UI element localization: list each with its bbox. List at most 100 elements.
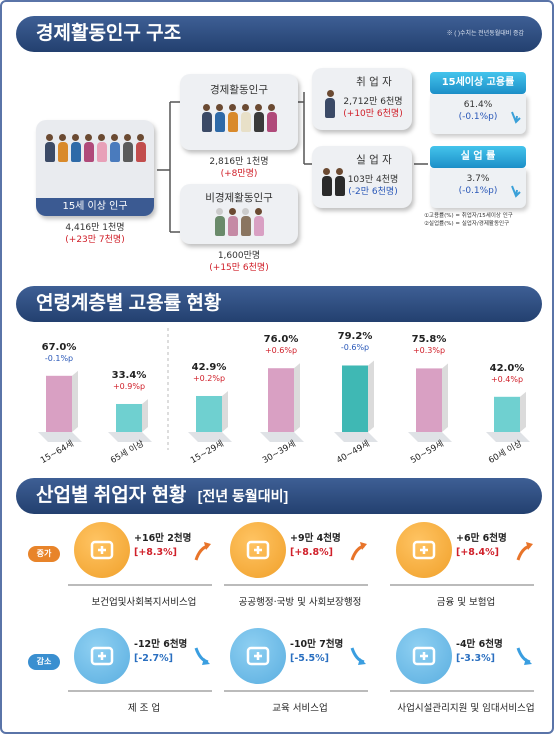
non-active-label: 비경제활동인구: [205, 192, 273, 204]
industry-divider: [390, 584, 534, 586]
bar-50~59세: [416, 368, 442, 432]
up-arrow-icon: [516, 540, 536, 566]
section-title: 연령계층별 고용률 현황: [36, 293, 222, 314]
bar-side: [368, 360, 374, 432]
bar-65세 이상: [116, 403, 142, 432]
medical-icon: [74, 522, 130, 578]
bar-15~29세: [196, 395, 222, 432]
industry-name: 금융 및 보험업: [436, 597, 496, 608]
bar-60세 이상: [494, 396, 520, 432]
unemployment-rate-value: 3.7%: [466, 174, 490, 184]
industry-change-value: -10만 7천명 [-5.5%]: [290, 638, 343, 666]
bar-value: 79.2%: [337, 331, 373, 343]
bar-30~39세: [268, 368, 294, 432]
econ-active-value: 2,816만 1천명 (+8만명): [209, 157, 269, 179]
unemployment-rate-box: 실 업 률 3.7% (-0.1%p): [430, 146, 526, 208]
industry-name: 교육 서비스업: [272, 703, 328, 714]
bar-value-label: 67.0% -0.1%p: [32, 342, 86, 364]
bar-15~64세: [46, 375, 72, 432]
bar-40~49세: [342, 365, 368, 432]
industry-change-count: +9만 4천명: [290, 533, 341, 544]
industry-name: 보건업및사회복지서비스업: [91, 597, 197, 608]
bar-base: [260, 432, 304, 442]
age-employment-chart: [38, 328, 530, 450]
bar-value: 33.4%: [111, 369, 147, 381]
industry-change-pct: [-3.3%]: [456, 653, 495, 664]
bar-side: [222, 390, 228, 432]
non-active-value: 1,600만명 (+15만 6천명): [209, 251, 269, 273]
age-chart-labels: 67.0% -0.1%p 15~64세 33.4% +0.9%p 65세 이상 42.9% +…: [16, 324, 542, 466]
bar-change: -0.1%p: [44, 353, 74, 363]
bar-side: [294, 363, 300, 432]
industry-divider: [224, 690, 368, 692]
unemployed-person-icon: [318, 168, 348, 196]
bar-category-label: 40~49세: [335, 439, 372, 466]
industry-change-value: +16만 2천명 [+8.3%]: [134, 532, 191, 560]
bar-value-label: 42.0% +0.4%p: [480, 363, 534, 385]
bar-top: [116, 398, 148, 404]
employment-rate-change: (-0.1%p): [458, 112, 498, 122]
bar-top: [494, 391, 526, 397]
bar-category-label: 15~29세: [189, 439, 226, 466]
workers-icon: [186, 104, 292, 132]
industry-change-value: +9만 4천명 [+8.8%]: [290, 532, 341, 560]
section-subtitle: [전년 동월대비]: [197, 488, 289, 504]
structure-connectors: [157, 92, 428, 233]
bar-value: 76.0%: [263, 334, 299, 346]
bar-side: [442, 363, 448, 432]
industry-change-pct: [+8.3%]: [134, 547, 177, 558]
industry-divider: [68, 690, 212, 692]
industry-divider: [68, 584, 212, 586]
industry-change-count: +6만 6천명: [456, 533, 507, 544]
unemployed-label: 실 업 자: [356, 154, 392, 166]
population-15plus-value: 4,416만 1천명 (+23만 7천명): [65, 223, 125, 245]
finance-icon: [396, 522, 452, 578]
bar-base: [486, 432, 530, 442]
industry-change-count: +16만 2천명: [134, 533, 192, 544]
industry-divider: [390, 690, 534, 692]
bar-base: [108, 432, 152, 442]
bar-base: [188, 432, 232, 442]
employment-rate-label: 15세이상 고용률: [430, 72, 526, 94]
unemployed-card: 실 업 자 103만 4천명 (-2만 6천명): [312, 146, 412, 208]
bar-top: [416, 363, 448, 369]
employed-value: 2,712만 6천명 (+10만 6천명): [343, 97, 403, 119]
bar-value: 42.0%: [489, 362, 525, 374]
bar-category-label: 50~59세: [409, 439, 446, 466]
bar-change: +0.2%p: [192, 373, 226, 383]
industry-change-value: +6만 6천명 [+8.4%]: [456, 532, 507, 560]
employed-card: 취 업 자 2,712만 6천명 (+10만 6천명): [312, 68, 412, 130]
industry-change-count: -12만 6천명: [134, 639, 188, 650]
unemployment-rate-change: (-0.1%p): [458, 186, 498, 196]
industry-change-pct: [-2.7%]: [134, 653, 173, 664]
bar-category-label: 15~64세: [39, 439, 76, 466]
industry-name: 제 조 업: [127, 703, 161, 714]
bar-top: [196, 390, 228, 396]
employment-rate-box: 15세이상 고용률 61.4% (-0.1%p): [430, 72, 526, 134]
industry-name: 공공행정·국방 및 사회보장행정: [238, 597, 362, 608]
industry-change-pct: [+8.8%]: [290, 547, 333, 558]
down-arrow-icon: [511, 111, 521, 124]
industry-change-count: -4만 6천명: [456, 639, 503, 650]
bar-value: 42.9%: [191, 361, 227, 373]
section-economic-structure-header: 경제활동인구 구조 ※ ( )수치는 전년동월대비 증감: [16, 16, 542, 52]
industry-change-pct: [+8.4%]: [456, 547, 499, 558]
employed-person-icon: [318, 90, 342, 118]
up-arrow-icon: [350, 540, 370, 566]
employment-rate-value: 61.4%: [463, 100, 493, 110]
section-title: 산업별 취업자 현황: [36, 485, 187, 506]
facility-icon: [396, 628, 452, 684]
bar-change: +0.6%p: [264, 346, 298, 356]
bar-category-label: 60세 이상: [487, 438, 525, 466]
rate-formula-notes: ①고용률(%) = 취업자/15세이상 인구 ②실업률(%) = 실업자/경제활…: [424, 213, 513, 227]
bar-base: [334, 432, 378, 442]
econ-active-card: 경제활동인구: [180, 74, 298, 150]
down-arrow-icon: [350, 646, 370, 672]
employed-label: 취 업 자: [356, 76, 392, 88]
bar-value-label: 76.0% +0.6%p: [254, 334, 308, 356]
bar-top: [268, 363, 300, 369]
down-arrow-icon: [194, 646, 214, 672]
chart-board-icon: [230, 522, 286, 578]
bar-change: +0.3%p: [412, 346, 446, 356]
